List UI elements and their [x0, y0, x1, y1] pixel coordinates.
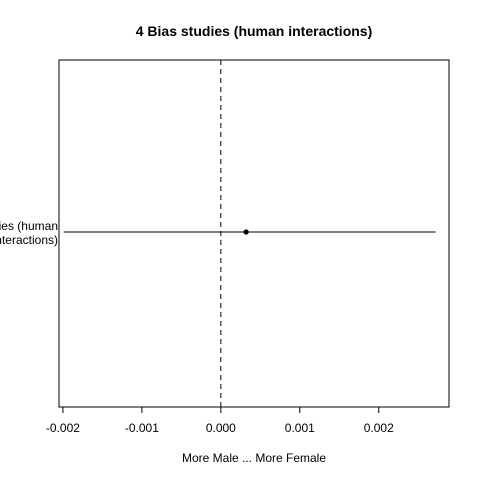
x-tick-label: 0.000: [206, 421, 236, 435]
row-label-line: 4 Bias studies (human: [0, 219, 58, 233]
x-tick-label: -0.001: [125, 421, 159, 435]
x-tick-label: 0.002: [364, 421, 394, 435]
plot-frame: [58, 59, 450, 408]
point-estimate-marker: [243, 229, 249, 235]
x-tick-label: -0.002: [46, 421, 80, 435]
x-axis: -0.002 -0.001 0.000 0.001 0.002: [46, 406, 394, 435]
x-axis-label: More Male ... More Female: [182, 451, 326, 465]
row-label-line: interactions): [0, 233, 58, 247]
x-tick-label: 0.001: [285, 421, 315, 435]
chart-title: 4 Bias studies (human interactions): [136, 23, 373, 39]
